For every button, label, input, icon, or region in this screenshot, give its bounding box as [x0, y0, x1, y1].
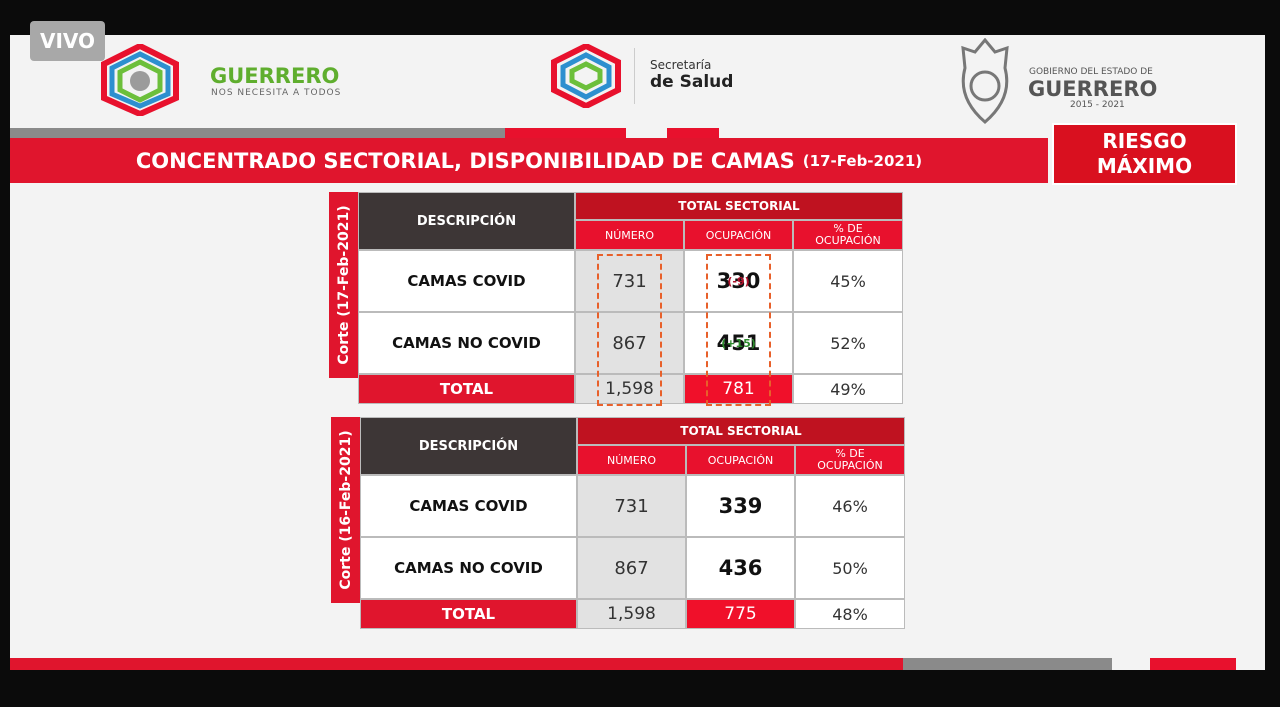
row-occupation: 330 (-9)	[684, 250, 793, 312]
logo-right-line2: GUERRERO	[1028, 77, 1158, 101]
row-percent: 52%	[793, 312, 903, 374]
bar	[10, 128, 505, 138]
logo-right-line1: GOBIERNO DEL ESTADO DE	[1029, 67, 1153, 77]
row-description: CAMAS COVID	[360, 475, 577, 537]
coat-of-arms	[961, 38, 1009, 124]
total-description: TOTAL	[358, 374, 575, 404]
bar	[10, 658, 903, 670]
row-number: 731	[577, 475, 686, 537]
total-number: 1,598	[575, 374, 684, 404]
row-percent: 46%	[795, 475, 905, 537]
bar	[903, 658, 1112, 670]
title: CONCENTRADO SECTORIAL, DISPONIBILIDAD DE…	[135, 148, 795, 173]
row-description: CAMAS NO COVID	[358, 312, 575, 374]
side-label-bar: Corte (17-Feb-2021)	[329, 192, 358, 378]
risk-line1: RIESGO	[1102, 129, 1187, 153]
header-percent: % DE OCUPACIÓN	[795, 445, 905, 475]
row-percent: 45%	[793, 250, 903, 312]
title-date: (17-Feb-2021)	[802, 151, 923, 170]
total-percent: 48%	[795, 599, 905, 629]
total-description: TOTAL	[360, 599, 577, 629]
logo-right-line3: 2015 - 2021	[1070, 100, 1125, 110]
logo-center-line1: Secretaría	[650, 58, 712, 72]
logo-guerrero	[101, 44, 179, 116]
logo-left-name: GUERRERO	[210, 64, 340, 88]
side-label-bar: Corte (16-Feb-2021)	[331, 417, 360, 603]
header-percent: % DE OCUPACIÓN	[793, 220, 903, 250]
row-percent: 50%	[795, 537, 905, 599]
logo-left-tagline: NOS NECESITA A TODOS	[211, 88, 342, 98]
bar	[1150, 658, 1236, 670]
header-group: TOTAL SECTORIAL	[577, 417, 905, 445]
total-occupation: 781	[684, 374, 793, 404]
occupation-value: 436	[718, 556, 763, 580]
logo-center-line2: de Salud	[650, 72, 734, 92]
logo-salud	[551, 44, 621, 108]
row-occupation: 339	[686, 475, 795, 537]
row-description: CAMAS NO COVID	[360, 537, 577, 599]
live-badge: VIVO	[30, 21, 105, 61]
row-occupation: 436	[686, 537, 795, 599]
header-occupation: OCUPACIÓN	[686, 445, 795, 475]
divider	[634, 48, 635, 104]
bar	[667, 128, 719, 138]
side-label: Corte (17-Feb-2021)	[335, 205, 352, 365]
header-number: NÚMERO	[577, 445, 686, 475]
risk-line2: MÁXIMO	[1096, 154, 1193, 178]
header-description: DESCRIPCIÓN	[358, 192, 575, 250]
occupation-change: (+15)	[721, 336, 756, 350]
bar	[505, 128, 626, 138]
total-number: 1,598	[577, 599, 686, 629]
total-occupation: 775	[686, 599, 795, 629]
title-bar: CONCENTRADO SECTORIAL, DISPONIBILIDAD DE…	[10, 138, 1048, 183]
row-description: CAMAS COVID	[358, 250, 575, 312]
row-occupation: 451 (+15)	[684, 312, 793, 374]
row-number: 867	[575, 312, 684, 374]
header-occupation: OCUPACIÓN	[684, 220, 793, 250]
side-label: Corte (16-Feb-2021)	[337, 430, 354, 590]
header-number: NÚMERO	[575, 220, 684, 250]
row-number: 731	[575, 250, 684, 312]
header-group: TOTAL SECTORIAL	[575, 192, 903, 220]
risk-box: RIESGO MÁXIMO	[1052, 123, 1237, 185]
total-percent: 49%	[793, 374, 903, 404]
occupation-value: 451	[716, 331, 761, 355]
occupation-value: 330	[716, 269, 761, 293]
occupation-change: (-9)	[727, 274, 750, 288]
row-number: 867	[577, 537, 686, 599]
occupation-value: 339	[718, 494, 763, 518]
header-description: DESCRIPCIÓN	[360, 417, 577, 475]
